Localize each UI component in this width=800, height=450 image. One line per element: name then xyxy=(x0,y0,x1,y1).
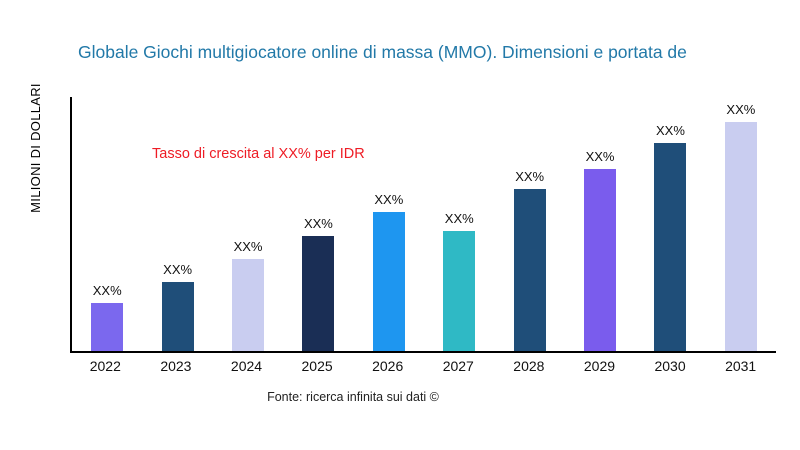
bar-2023 xyxy=(161,282,194,351)
bar-2024 xyxy=(232,259,265,351)
bar-slot: XX% xyxy=(635,97,705,351)
growth-rate-annotation: Tasso di crescita al XX% per IDR xyxy=(152,146,365,162)
bar-2026 xyxy=(372,212,405,351)
bar-slot: XX% xyxy=(706,97,776,351)
bar-slot: XX% xyxy=(354,97,424,351)
bar-value-label: XX% xyxy=(726,102,756,117)
bar-value-label: XX% xyxy=(163,262,193,277)
x-tick-2027: 2027 xyxy=(442,358,474,374)
x-tick-2022: 2022 xyxy=(89,358,121,374)
chart-title: Globale Giochi multigiocatore online di … xyxy=(78,42,687,62)
bar-value-label: XX% xyxy=(303,216,333,231)
bar-value-label: XX% xyxy=(656,123,685,138)
x-tick-2025: 2025 xyxy=(301,358,333,374)
plot-area: XX% XX% XX% XX% XX% XX% XX% XX% XX% XX% xyxy=(70,97,776,353)
bar-slot: XX% xyxy=(213,97,283,351)
x-axis: 2022 2023 2024 2025 2026 2027 2028 2029 2030 2031 xyxy=(70,358,776,374)
x-tick-2029: 2029 xyxy=(583,358,616,374)
x-tick-2028: 2028 xyxy=(513,358,545,374)
bar-slot: XX% xyxy=(424,97,494,351)
x-tick-2026: 2026 xyxy=(372,358,404,374)
bar-value-label: XX% xyxy=(515,169,545,184)
bar-slot: XX% xyxy=(494,97,564,351)
bar-value-label: XX% xyxy=(92,283,122,298)
source-attribution: Fonte: ricerca infinita sui dati © xyxy=(267,390,439,404)
bar-slot: XX% xyxy=(142,97,212,351)
bar-2028 xyxy=(513,189,546,351)
bar-2029 xyxy=(584,169,617,351)
bar-slot: XX% xyxy=(283,97,353,351)
bar-value-label: XX% xyxy=(444,211,474,226)
y-axis-label: MILIONI DI DOLLARI xyxy=(28,83,43,213)
bar-value-label: XX% xyxy=(233,239,263,254)
x-tick-2031: 2031 xyxy=(725,358,757,374)
bar-slot: XX% xyxy=(72,97,142,351)
bar-2027 xyxy=(443,231,476,351)
x-tick-2023: 2023 xyxy=(160,358,192,374)
bar-2025 xyxy=(302,236,335,351)
bar-slot: XX% xyxy=(565,97,635,351)
bar-2031 xyxy=(724,122,757,351)
bar-2030 xyxy=(654,143,687,351)
x-tick-2024: 2024 xyxy=(230,358,263,374)
bar-2022 xyxy=(91,303,124,351)
bar-value-label: XX% xyxy=(374,192,404,207)
bar-value-label: XX% xyxy=(585,149,615,164)
x-tick-2030: 2030 xyxy=(654,358,686,374)
